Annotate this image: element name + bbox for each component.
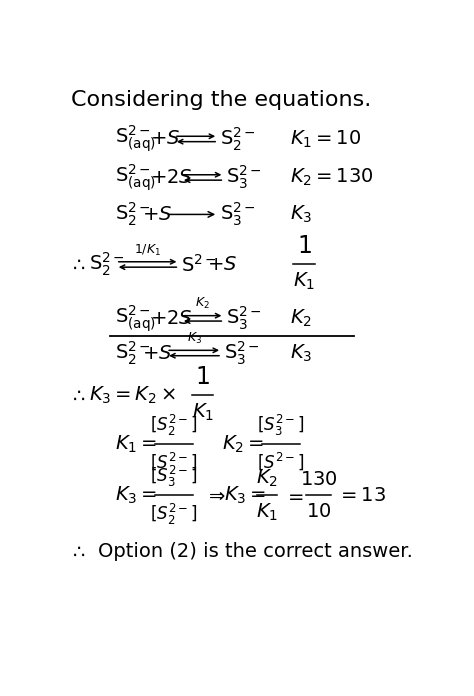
Text: $K_1 =$: $K_1 =$ [115,433,157,454]
Text: $[S_3^{2-}]$: $[S_3^{2-}]$ [257,413,305,438]
Text: $+ S$: $+ S$ [142,205,172,224]
Text: $K_1$: $K_1$ [256,502,278,523]
Text: $10$: $10$ [306,502,331,521]
Text: $[S^{2-}]$: $[S^{2-}]$ [257,450,305,472]
Text: $+ S$: $+ S$ [150,129,180,148]
Text: $1/K_1$: $1/K_1$ [134,242,161,258]
Text: $\mathsf{S_3^{2-}}$: $\mathsf{S_3^{2-}}$ [224,340,259,367]
Text: $+ 2S$: $+ 2S$ [150,309,192,328]
Text: $K_1 = 10$: $K_1 = 10$ [290,128,362,150]
Text: $\mathsf{S^{2-}_{(aq)}}$: $\mathsf{S^{2-}_{(aq)}}$ [115,303,156,333]
Text: $K_3$: $K_3$ [187,331,201,346]
Text: $[S_2^{2-}]$: $[S_2^{2-}]$ [150,502,198,527]
Text: $1$: $1$ [195,365,210,389]
Text: $[S_2^{2-}]$: $[S_2^{2-}]$ [150,413,198,438]
Text: $\mathsf{S_3^{2-}}$: $\mathsf{S_3^{2-}}$ [219,200,255,228]
Text: $\mathsf{S_2^{2-}}$: $\mathsf{S_2^{2-}}$ [219,125,255,152]
Text: $K_3 =$: $K_3 =$ [115,485,157,506]
Text: $\mathsf{S_2^{2-}}$: $\mathsf{S_2^{2-}}$ [115,340,151,367]
Text: $= 13$: $= 13$ [337,486,386,505]
Text: $K_2$: $K_2$ [256,468,278,489]
Text: $\Rightarrow$: $\Rightarrow$ [205,486,226,505]
Text: $130$: $130$ [300,470,338,489]
Text: $\mathsf{S_3^{2-}}$: $\mathsf{S_3^{2-}}$ [226,305,262,332]
Text: Option (2) is the correct answer.: Option (2) is the correct answer. [98,542,413,561]
Text: $\therefore$: $\therefore$ [69,386,85,405]
Text: $\therefore$: $\therefore$ [69,255,85,274]
Text: $K_1$: $K_1$ [293,271,315,292]
Text: $+ S$: $+ S$ [207,255,237,274]
Text: Considering the equations.: Considering the equations. [71,90,371,111]
Text: $K_3$: $K_3$ [290,342,312,364]
Text: $+ S$: $+ S$ [142,344,172,363]
Text: $\mathsf{S_2^{2-}}$: $\mathsf{S_2^{2-}}$ [115,200,151,228]
Text: $K_2 = 130$: $K_2 = 130$ [290,167,374,188]
Text: $[S_3^{2-}]$: $[S_3^{2-}]$ [150,464,198,489]
Text: $\therefore$: $\therefore$ [69,542,85,561]
Text: $\mathsf{S_3^{2-}}$: $\mathsf{S_3^{2-}}$ [226,164,262,191]
Text: $\mathsf{S^{2-}}$: $\mathsf{S^{2-}}$ [181,253,217,276]
Text: $\mathsf{S_2^{2-}}$: $\mathsf{S_2^{2-}}$ [89,251,125,278]
Text: $K_3 = K_2 \times$: $K_3 = K_2 \times$ [89,385,176,406]
Text: $\mathsf{S^{2-}_{(aq)}}$: $\mathsf{S^{2-}_{(aq)}}$ [115,162,156,193]
Text: $K_1$: $K_1$ [191,402,214,423]
Text: $K_2$: $K_2$ [195,296,210,311]
Text: $+ 2S$: $+ 2S$ [150,168,192,187]
Text: $K_2$: $K_2$ [290,308,312,329]
Text: $\mathsf{S^{2-}_{(aq)}}$: $\mathsf{S^{2-}_{(aq)}}$ [115,124,156,155]
Text: $=$: $=$ [284,486,304,505]
Text: $[S^{2-}]$: $[S^{2-}]$ [150,450,198,472]
Text: $K_3 =$: $K_3 =$ [224,485,266,506]
Text: $K_2 =$: $K_2 =$ [222,433,264,454]
Text: $1$: $1$ [297,235,311,258]
Text: $K_3$: $K_3$ [290,204,312,225]
